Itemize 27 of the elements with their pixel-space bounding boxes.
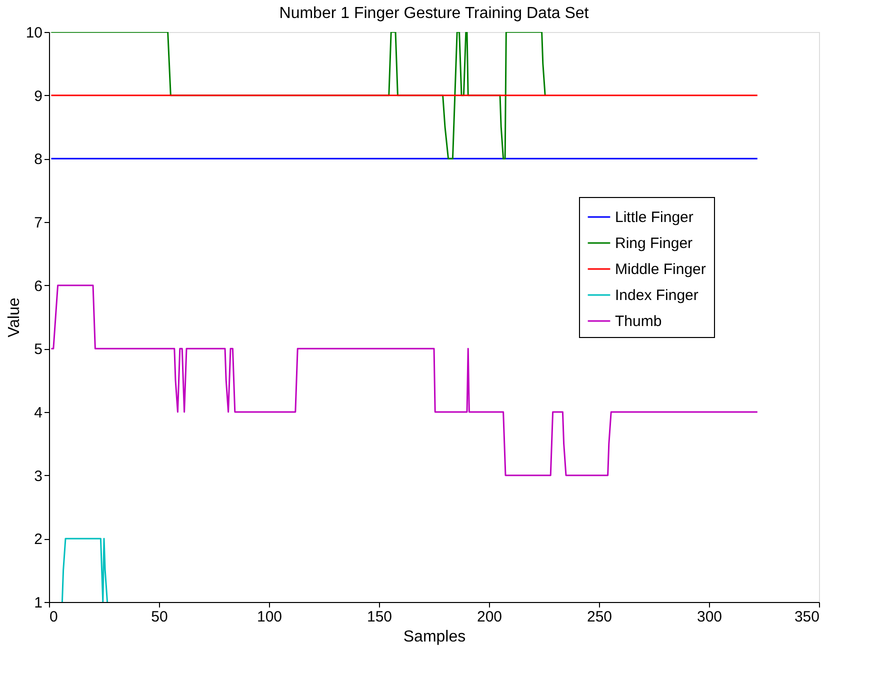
y-tick-label: 3 — [34, 468, 42, 485]
y-tick-label: 8 — [34, 151, 42, 168]
legend-label: Thumb — [615, 313, 662, 330]
line-series — [50, 284, 758, 476]
legend-label: Index Finger — [615, 287, 698, 304]
y-tick-label: 4 — [34, 404, 42, 422]
x-tick-label: 100 — [256, 608, 282, 626]
legend-label: Little Finger — [615, 209, 694, 226]
x-tick-label: 50 — [151, 608, 168, 626]
legend-label: Ring Finger — [615, 235, 693, 252]
x-tick-label: 200 — [476, 608, 502, 626]
y-tick-label: 2 — [34, 531, 42, 548]
legend-label: Middle Finger — [615, 261, 706, 278]
y-tick-label: 1 — [34, 594, 42, 612]
x-tick-label: 0 — [50, 608, 58, 626]
y-axis-title: Value — [6, 298, 23, 338]
x-tick-label: 350 — [794, 608, 820, 626]
y-tick-label: 7 — [34, 214, 42, 232]
y-tick-label: 10 — [26, 24, 42, 42]
x-tick-label: 250 — [586, 608, 612, 626]
x-tick-label: 150 — [366, 608, 392, 626]
x-tick-label: 300 — [696, 608, 722, 626]
chart-title: Number 1 Finger Gesture Training Data Set — [279, 5, 590, 22]
y-tick-label: 5 — [34, 341, 42, 358]
x-axis-title: Samples — [403, 628, 466, 646]
y-tick-label: 9 — [34, 88, 42, 105]
y-tick-label: 6 — [34, 278, 42, 295]
